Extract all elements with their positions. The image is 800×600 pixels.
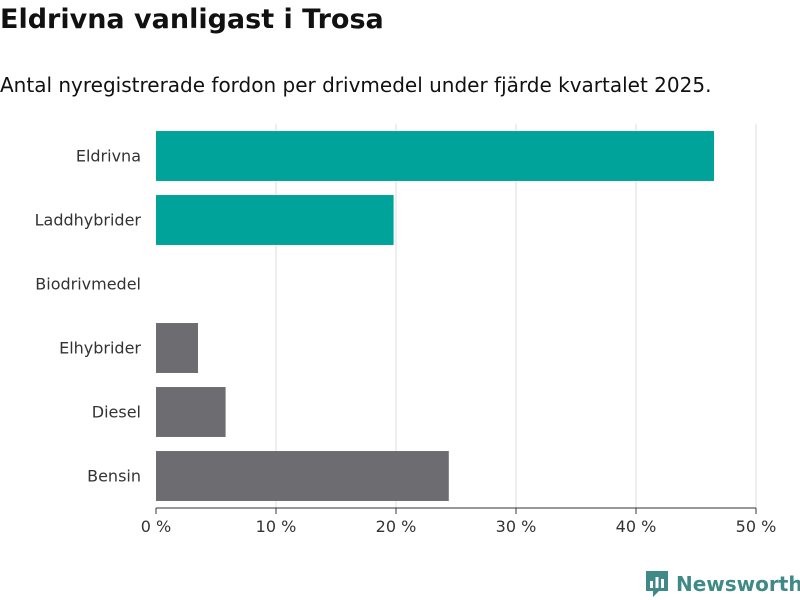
category-label-eldrivna: Eldrivna (76, 147, 141, 166)
bar-eldrivna (156, 131, 714, 181)
bars (156, 131, 714, 501)
chart-title: Eldrivna vanligast i Trosa (0, 4, 384, 35)
x-tick-label-10: 10 % (256, 517, 297, 536)
brand-name: Newsworthy (676, 572, 800, 596)
newsworthy-logo-icon (646, 571, 668, 597)
x-tick-label-40: 40 % (616, 517, 657, 536)
category-label-laddhybrider: Laddhybrider (35, 211, 142, 230)
chart-subtitle: Antal nyregistrerade fordon per drivmede… (0, 73, 712, 97)
bar-diesel (156, 387, 226, 437)
category-label-bensin: Bensin (87, 467, 141, 486)
category-label-diesel: Diesel (92, 403, 141, 422)
bar-laddhybrider (156, 195, 394, 245)
category-label-biodrivmedel: Biodrivmedel (35, 275, 141, 294)
x-tick-label-20: 20 % (376, 517, 417, 536)
bar-bensin (156, 451, 449, 501)
x-tick-label-30: 30 % (496, 517, 537, 536)
grid-lines (275, 124, 757, 508)
category-labels: Eldrivna Laddhybrider Biodrivmedel Elhybrid… (35, 147, 142, 486)
x-tick-label-50: 50 % (736, 517, 777, 536)
x-tick-label-0: 0 % (141, 517, 171, 536)
bar-elhybrider (156, 323, 198, 373)
newsworthy-logo: Newsworthy (644, 569, 800, 599)
category-label-elhybrider: Elhybrider (59, 339, 141, 358)
x-axis: 0 % 10 % 20 % 30 % 40 % 50 % (141, 507, 777, 536)
